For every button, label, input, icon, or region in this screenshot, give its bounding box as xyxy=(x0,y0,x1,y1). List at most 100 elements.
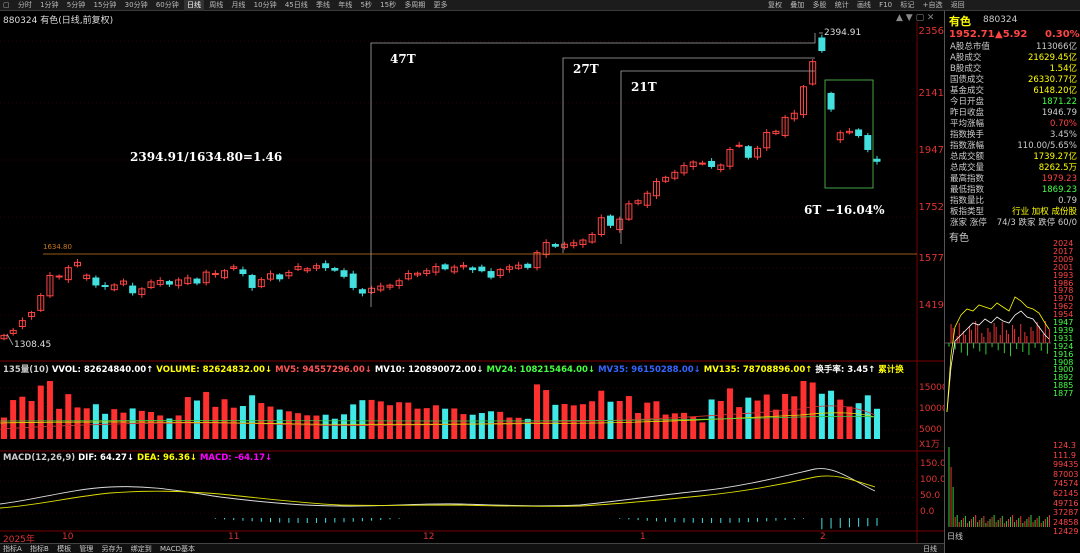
rp-price-tick: 1986 xyxy=(1053,278,1074,288)
volume-bar xyxy=(249,395,256,439)
candle-body xyxy=(28,312,36,317)
tab-save-as[interactable]: 另存为 xyxy=(101,545,123,553)
vol-vvol: VVOL: 82624840.00↑ xyxy=(51,365,154,375)
volume-bar xyxy=(83,408,90,439)
tab-template[interactable]: 模板 xyxy=(57,545,72,553)
volume-bar xyxy=(102,413,109,439)
volume-bar xyxy=(175,415,182,439)
period-tab-fenshi[interactable]: 分时 xyxy=(17,1,32,9)
volume-bar xyxy=(120,412,127,439)
candle-body xyxy=(836,132,844,141)
rp-stat-value: 8262.5万 xyxy=(1038,163,1077,173)
rp-stat-row: B股成交 1.54亿 xyxy=(945,64,1079,75)
rp-volume-tick: 49716 xyxy=(1053,498,1079,508)
toolbar-right: 复权 叠加 多股 统计 画线 F10 标记 +自选 返回 xyxy=(765,0,968,11)
period-tab-weekly[interactable]: 周线 xyxy=(209,1,224,9)
period-tab-daily[interactable]: 日线 xyxy=(183,0,204,11)
candle-body xyxy=(818,37,826,52)
btn-zixuan[interactable]: +自选 xyxy=(922,1,943,9)
period-tab-multi[interactable]: 多周期 xyxy=(404,1,426,9)
rp-price-tick: 1900 xyxy=(1053,365,1074,375)
toolbar-icon[interactable]: ▢ xyxy=(3,1,10,9)
volume-bar xyxy=(625,396,632,439)
main-chart-svg xyxy=(0,22,944,543)
price-tick: 1577 xyxy=(918,253,944,264)
btn-f10[interactable]: F10 xyxy=(879,1,893,9)
period-tab-10min[interactable]: 10分钟 xyxy=(253,1,277,9)
candle-body xyxy=(110,284,118,291)
rp-pct: 0.30% xyxy=(1045,29,1080,40)
btn-fanhui[interactable]: 返回 xyxy=(950,1,965,9)
rp-volume-bars xyxy=(948,447,1050,527)
candle-body xyxy=(165,281,173,285)
candle-body xyxy=(845,130,853,134)
vol-ma-line-yellow xyxy=(0,412,876,425)
rp-stat-label: 总成交量 xyxy=(950,163,985,173)
vol-tick: 15000 xyxy=(919,383,948,393)
tab-manage[interactable]: 管理 xyxy=(79,545,94,553)
rp-price-line xyxy=(946,310,1050,413)
period-tab-15sec[interactable]: 15秒 xyxy=(380,1,397,9)
rp-price-tick: 1892 xyxy=(1053,373,1074,383)
btn-tongji[interactable]: 统计 xyxy=(834,1,849,9)
period-tab-quarter[interactable]: 季线 xyxy=(315,1,330,9)
btn-duogu[interactable]: 多股 xyxy=(812,1,827,9)
volume-bar xyxy=(690,417,697,439)
period-tab-45day[interactable]: 45日线 xyxy=(284,1,308,9)
tab-indicator-a[interactable]: 指标A xyxy=(3,545,22,553)
candle-body xyxy=(607,215,615,226)
period-tab-more[interactable]: 更多 xyxy=(433,1,448,9)
x-label-jan: 1 xyxy=(640,532,646,542)
volume-bar xyxy=(469,414,476,439)
btn-fuquan[interactable]: 复权 xyxy=(768,1,782,9)
vol-title: 135量(10) xyxy=(3,365,49,375)
volume-bar xyxy=(166,418,173,439)
rp-mini-tab[interactable]: 日线 xyxy=(947,532,963,541)
high-label: 2394.91 xyxy=(824,28,862,38)
candle-body xyxy=(671,171,679,179)
chart-title: 880324 有色(日线,前复权) xyxy=(3,13,113,26)
low-marker-line xyxy=(6,333,14,346)
volume-bar xyxy=(662,414,669,439)
period-tab-1min[interactable]: 1分钟 xyxy=(40,1,59,9)
candle-body xyxy=(634,200,642,204)
btn-diejia[interactable]: 叠加 xyxy=(790,1,805,9)
chart-window-controls[interactable]: ▲ ▼ ▢ ✕ xyxy=(896,13,935,23)
rp-stat-value: 3.45% xyxy=(1049,130,1077,140)
period-tab-30min[interactable]: 30分钟 xyxy=(124,1,148,9)
period-tab-15min[interactable]: 15分钟 xyxy=(93,1,117,9)
candle-body xyxy=(147,281,155,288)
candle-body xyxy=(9,329,17,334)
volume-bar xyxy=(837,399,844,439)
rp-stat-row: 板指类型 行业 加权 成份股 xyxy=(945,207,1079,218)
tab-daily-small[interactable]: 日线 xyxy=(923,545,937,553)
period-tab-monthly[interactable]: 月线 xyxy=(231,1,246,9)
period-tab-year[interactable]: 年线 xyxy=(338,1,353,9)
rp-stat-row: 最低指数 1869.23 xyxy=(945,185,1079,196)
candle-body xyxy=(561,243,569,248)
tab-macd-basic[interactable]: MACD基本 xyxy=(160,545,195,553)
candle-body xyxy=(625,203,633,220)
low-label: 1308.45 xyxy=(14,340,52,350)
candle-body xyxy=(496,269,504,276)
candle-body xyxy=(717,164,725,171)
volume-bar xyxy=(782,393,789,439)
tab-bind[interactable]: 绑定到 xyxy=(130,545,152,553)
btn-biaoji[interactable]: 标记 xyxy=(900,1,915,9)
rp-stat-value: 0.70% xyxy=(1049,119,1077,129)
candle-body xyxy=(579,239,587,246)
label-21t: 21T xyxy=(631,80,657,94)
volume-bar xyxy=(285,411,292,439)
volume-bar xyxy=(203,391,210,439)
candle-body xyxy=(487,271,495,278)
period-tab-5sec[interactable]: 5秒 xyxy=(360,1,372,9)
candle-body xyxy=(349,273,357,288)
rp-volume-tick: 24858 xyxy=(1053,517,1079,527)
period-tab-60min[interactable]: 60分钟 xyxy=(155,1,179,9)
tab-indicator-b[interactable]: 指标B xyxy=(30,545,49,553)
btn-huaxian[interactable]: 画线 xyxy=(856,1,871,9)
candle-body xyxy=(533,252,541,269)
rp-price-tick: 1970 xyxy=(1053,294,1074,304)
period-tab-5min[interactable]: 5分钟 xyxy=(66,1,86,9)
macd-tick: 150.0 xyxy=(920,459,946,469)
